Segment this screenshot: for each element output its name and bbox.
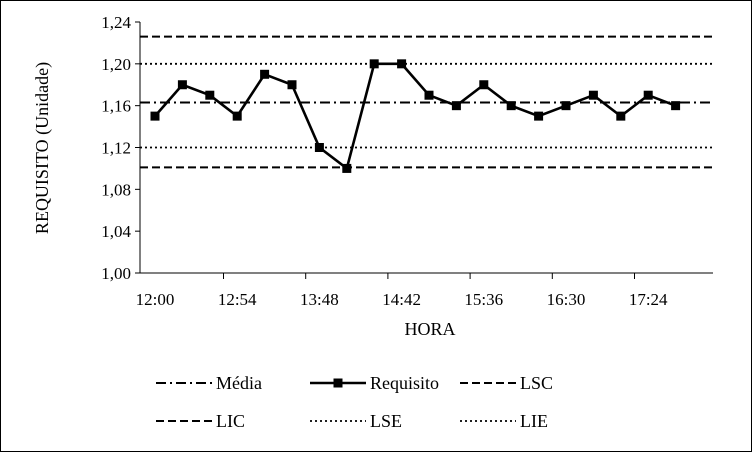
legend-label-requisito: Requisito [370, 373, 439, 393]
legend-label-lsc: LSC [520, 373, 553, 393]
data-point-10 [424, 90, 434, 100]
y-tick-label-2: 1,08 [101, 180, 131, 199]
data-point-0 [150, 111, 160, 121]
legend-label-m-dia: Média [216, 373, 262, 393]
data-point-12 [479, 80, 489, 90]
data-point-1 [177, 80, 187, 90]
x-tick-label-6: 17:24 [629, 290, 668, 309]
x-tick-label-0: 12:00 [136, 290, 175, 309]
data-point-4 [260, 69, 270, 79]
data-point-6 [314, 143, 324, 152]
y-tick-label-1: 1,04 [101, 222, 131, 241]
data-point-18 [643, 90, 653, 100]
data-point-7 [342, 163, 352, 173]
data-point-16 [588, 90, 598, 100]
y-tick-label-6: 1,24 [101, 13, 131, 32]
legend: Média Requisito LSC LIC LSE LIE [156, 373, 553, 431]
data-point-13 [506, 101, 516, 111]
x-tick-label-2: 13:48 [300, 290, 339, 309]
data-point-8 [369, 59, 379, 69]
y-tick-label-4: 1,16 [101, 97, 131, 116]
legend-label-lse: LSE [370, 411, 402, 431]
data-point-11 [451, 101, 461, 111]
y-axis-title: REQUISITO (Unidade) [32, 62, 53, 234]
data-point-19 [671, 101, 681, 111]
data-point-9 [397, 59, 407, 69]
legend-label-lie: LIE [520, 411, 548, 431]
x-tick-label-3: 14:42 [382, 290, 421, 309]
legend-label-lic: LIC [216, 411, 245, 431]
y-tick-label-0: 1,00 [101, 264, 131, 283]
series-line-requisito [154, 62, 677, 171]
data-point-3 [232, 111, 242, 121]
data-point-2 [205, 90, 215, 100]
data-point-5 [287, 80, 297, 90]
x-tick-label-4: 15:36 [464, 290, 503, 309]
legend-marker-requisito [333, 378, 343, 388]
y-tick-label-3: 1,12 [101, 139, 131, 158]
data-point-17 [616, 111, 626, 121]
data-point-15 [561, 101, 571, 111]
x-axis-title: HORA [404, 319, 455, 339]
data-point-14 [534, 111, 544, 121]
plot-area: 1,00 1,04 1,08 1,12 1,16 1,20 1,24 12:00 12:54 13… [101, 13, 713, 309]
x-tick-label-1: 12:54 [218, 290, 257, 309]
y-tick-label-5: 1,20 [101, 55, 131, 74]
x-tick-label-5: 16:30 [547, 290, 586, 309]
